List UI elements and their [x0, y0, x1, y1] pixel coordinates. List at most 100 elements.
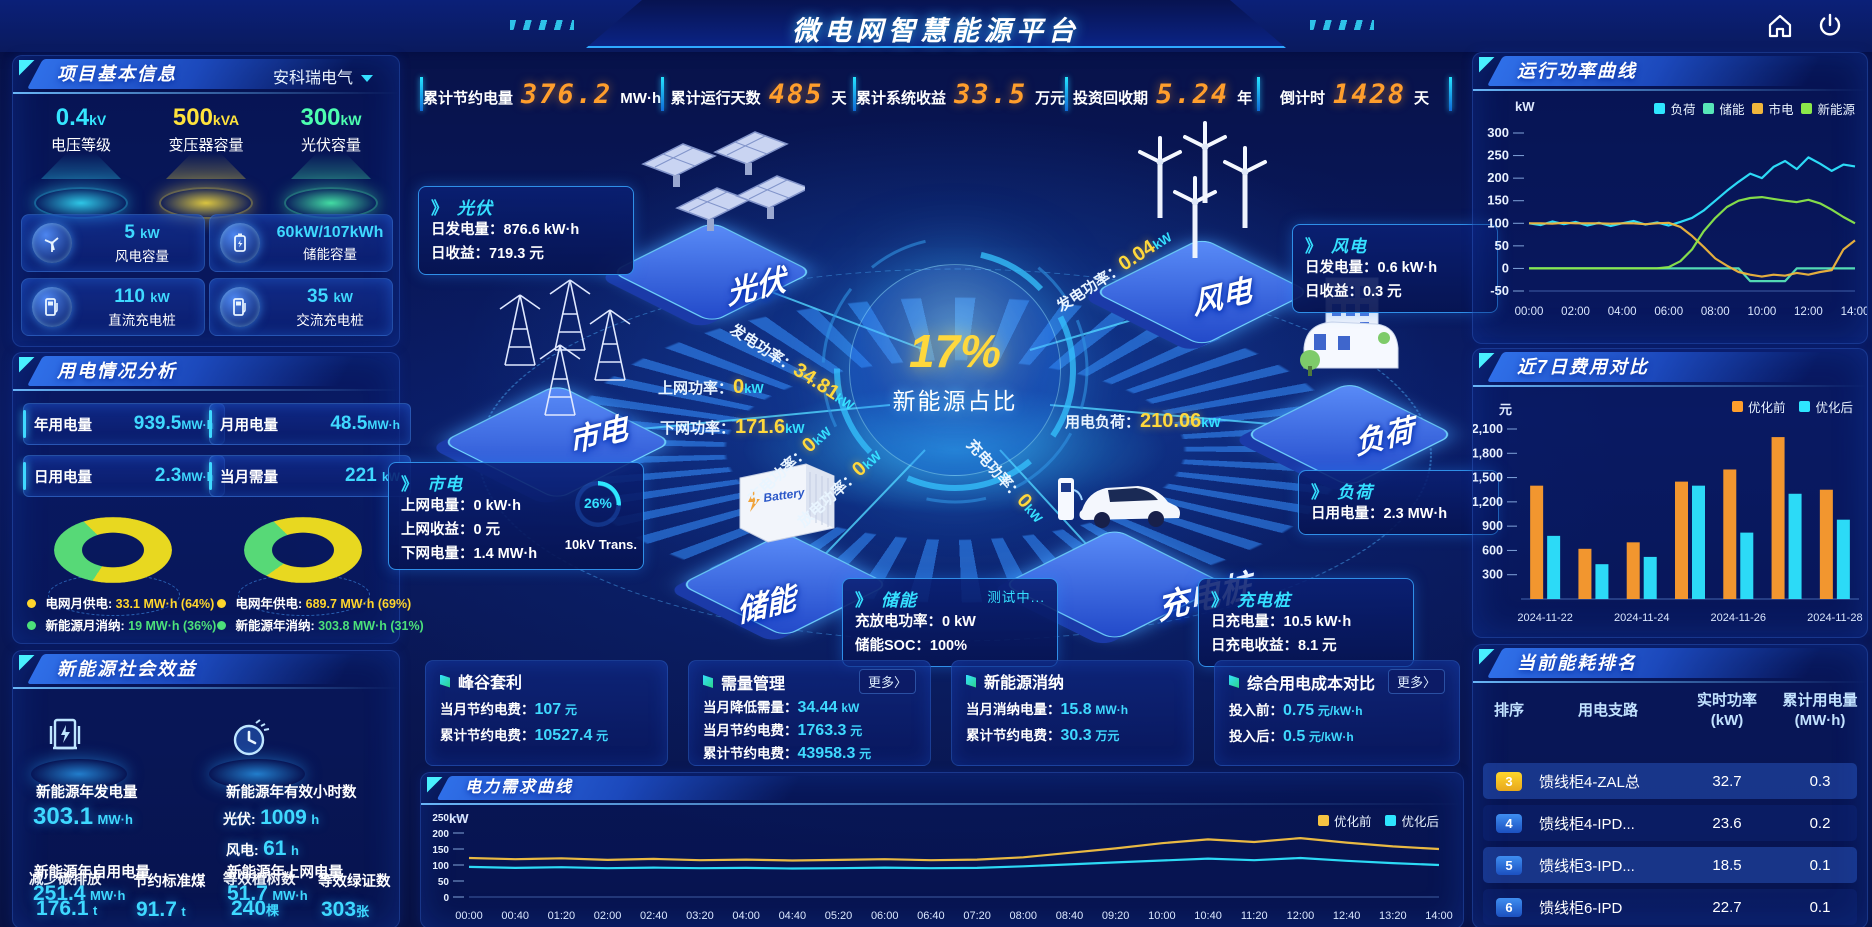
run-power-chart: 300 250 200 150 100 50 0 -50 00:00 02:00 04:00 06:0…: [1487, 125, 1867, 318]
more-button[interactable]: 更多〉: [858, 669, 916, 694]
tooltip-storage: 》储能 测试中... 充放电功率：0 kW 储能SOC：100%: [842, 578, 1058, 667]
card-marker-icon: [703, 675, 713, 688]
svg-text:12:00: 12:00: [1287, 910, 1315, 922]
arrow-marker-icon: 》: [1311, 483, 1329, 502]
battery-container-icon: Battery: [739, 463, 835, 543]
home-icon[interactable]: [1766, 12, 1794, 45]
svg-text:150: 150: [432, 845, 449, 856]
value-box-year-energy: 年用电量 939.5MW·h: [23, 403, 225, 445]
company-dropdown[interactable]: 安科瑞电气: [273, 64, 373, 88]
legend-item-after[interactable]: 优化后: [1799, 397, 1853, 416]
coal-value: 91.7 t: [136, 898, 186, 921]
card-marker-icon: [1229, 675, 1239, 688]
panel-header: 新能源社会效益: [13, 651, 399, 689]
demand-legend: 优化前 优化后: [1317, 811, 1439, 830]
svg-text:2024-11-28: 2024-11-28: [1807, 612, 1862, 624]
carbon-label: 减少碳排放: [29, 872, 102, 888]
legend-dot: [27, 621, 36, 630]
card-marker-icon: [440, 674, 450, 688]
hours-label: 新能源年有效小时数: [226, 785, 357, 801]
panel-title: 运行功率曲线: [1517, 61, 1637, 81]
svg-text:02:00: 02:00: [1561, 306, 1590, 318]
demand-curve-chart: 250 200 150 100 50 0 00:00 00:40 01:20 02:00 02:40…: [432, 813, 1453, 922]
svg-text:200: 200: [432, 829, 449, 840]
panel-title: 用电情况分析: [57, 361, 177, 381]
svg-text:02:00: 02:00: [594, 910, 622, 922]
tooltip-load: 》负荷 日用电量：2.3 MW·h: [1298, 470, 1499, 535]
grid-export-label: 新能源年上网电量: [227, 865, 343, 881]
card-wind-capacity: 5 kW 风电容量: [21, 214, 205, 272]
panel-title: 项目基本信息: [57, 64, 177, 84]
flow-grid-import: 下网功率：171.6kW: [660, 416, 805, 438]
legend-item-before[interactable]: 优化前: [1317, 811, 1371, 830]
svg-text:1,500: 1,500: [1473, 471, 1503, 485]
wind-turbine-icon: [32, 223, 72, 263]
coal-label: 节约标准煤: [133, 874, 206, 890]
stat-separator: [853, 77, 857, 111]
svg-text:12:00: 12:00: [1794, 306, 1823, 318]
legend-dot: [27, 599, 36, 608]
svg-text:250: 250: [432, 813, 449, 824]
legend-grid-month: 电网月供电: 33.1 MW·h (64%): [27, 593, 214, 612]
svg-text:10:40: 10:40: [1194, 910, 1222, 922]
legend-item-storage[interactable]: 储能: [1703, 99, 1744, 118]
tooltip-grid: 》市电 上网电量：0 kW·h 上网收益：0 元 下网电量：1.4 MW·h 2…: [388, 462, 644, 570]
svg-text:1,800: 1,800: [1473, 446, 1503, 460]
panel-social-benefit: 新能源社会效益 新能源年发电量 303.1 MW·h 新能源年有效小时数 光伏:…: [12, 650, 400, 927]
stat-payback-period: 投资回收期 5.24 年: [1073, 78, 1253, 110]
card-marker-icon: [966, 674, 976, 688]
svg-text:900: 900: [1482, 519, 1503, 533]
svg-text:00:00: 00:00: [1515, 306, 1544, 318]
svg-text:14:00: 14:00: [1425, 910, 1453, 922]
panel-title: 新能源社会效益: [57, 659, 197, 679]
more-button[interactable]: 更多〉: [1387, 669, 1445, 694]
svg-text:0: 0: [1502, 260, 1509, 275]
tree-label: 等效植树数: [223, 872, 296, 888]
stat-running-days: 累计运行天数 485 天: [670, 78, 847, 110]
svg-text:600: 600: [1482, 543, 1503, 557]
svg-text:03:20: 03:20: [686, 910, 714, 922]
legend-item-grid[interactable]: 市电: [1752, 99, 1793, 118]
svg-text:100: 100: [432, 861, 449, 872]
svg-text:2024-11-22: 2024-11-22: [1517, 612, 1572, 624]
donut-month-supply: [38, 495, 188, 617]
chevron-down-icon: [361, 75, 373, 83]
self-use-value: 251.4 MW·h: [33, 882, 126, 905]
run-power-legend: 负荷 储能 市电 新能源: [1654, 99, 1855, 118]
legend-item-load[interactable]: 负荷: [1654, 99, 1695, 118]
svg-text:04:40: 04:40: [779, 910, 807, 922]
ranking-row[interactable]: 6 馈线柜6-IPD 22.7 0.1: [1483, 889, 1857, 925]
ranking-row[interactable]: 3 馈线柜4-ZAL总 32.7 0.3: [1483, 763, 1857, 799]
svg-text:100: 100: [1487, 215, 1509, 230]
header-deco-left: [510, 20, 574, 30]
storage-status: 测试中...: [987, 590, 1045, 605]
panel-header: 电力需求曲线: [421, 773, 1463, 805]
ranking-row[interactable]: 5 馈线柜3-IPD... 18.5 0.1: [1483, 847, 1857, 883]
svg-text:06:00: 06:00: [871, 910, 899, 922]
legend-item-before[interactable]: 优化前: [1731, 397, 1785, 416]
panel-header: 用电情况分析: [13, 353, 399, 391]
arrow-marker-icon: 》: [401, 475, 419, 494]
value-box-day-energy: 日用电量 2.3MW·h: [23, 455, 225, 497]
svg-text:1,200: 1,200: [1473, 495, 1503, 509]
spotlight-pv-capacity: 300kW 光伏容量: [271, 104, 391, 219]
rank-badge: 3: [1496, 771, 1522, 791]
panel-header: 项目基本信息 安科瑞电气: [13, 56, 399, 94]
ranking-row[interactable]: 4 馈线柜4-IPD... 23.6 0.2: [1483, 805, 1857, 841]
svg-text:50: 50: [1495, 238, 1509, 253]
ranking-table-header: 排序 用电支路 实时功率 (kW) 累计用电量 (MW·h): [1493, 692, 1858, 729]
svg-text:06:00: 06:00: [1654, 306, 1683, 318]
legend-item-renewable[interactable]: 新能源: [1801, 99, 1855, 118]
stat-countdown: 倒计时 1428 天: [1279, 78, 1430, 110]
rank-badge: 5: [1496, 855, 1522, 875]
svg-text:2024-11-24: 2024-11-24: [1614, 612, 1669, 624]
legend-item-after[interactable]: 优化后: [1385, 811, 1439, 830]
value-box-month-demand: 当月需量 221 kW: [209, 455, 411, 497]
svg-text:09:20: 09:20: [1102, 910, 1130, 922]
power-icon[interactable]: [1816, 12, 1844, 45]
grid-export-value: 51.7 MW·h: [227, 882, 308, 905]
center-sphere: [849, 264, 1061, 476]
y-axis-unit: 元: [1499, 402, 1513, 417]
svg-text:08:40: 08:40: [1056, 910, 1084, 922]
flow-lines: [629, 236, 1341, 571]
